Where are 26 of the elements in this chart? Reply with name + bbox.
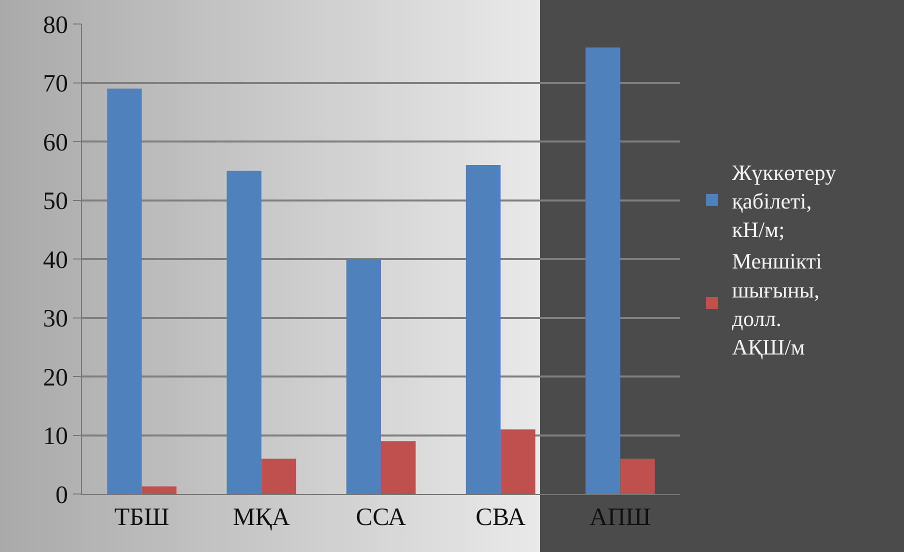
- bar: [346, 259, 381, 494]
- x-tick-label: ССА: [356, 504, 406, 531]
- bar: [261, 458, 296, 494]
- bar: [142, 486, 176, 494]
- y-tick-label: 40: [43, 246, 68, 274]
- x-tick-label: АПШ: [590, 504, 651, 531]
- y-tick-label: 60: [43, 129, 68, 156]
- bar: [586, 48, 620, 494]
- bar: [500, 429, 536, 494]
- y-tick-label: 50: [43, 188, 68, 215]
- y-tick-label: 10: [43, 423, 68, 450]
- bar: [107, 88, 142, 494]
- x-tick-label: СВА: [476, 504, 526, 531]
- legend-label: Жүккөтеру қабілеті, кН/м;: [732, 160, 836, 242]
- bar: [620, 458, 655, 494]
- legend-label: Меншікті шығыны, долл. АҚШ/м: [732, 248, 822, 360]
- y-tick-label: 30: [43, 306, 68, 332]
- bar: [381, 441, 416, 494]
- x-tick-label: МҚА: [232, 504, 290, 531]
- bar: [226, 170, 262, 494]
- y-tick-label: 70: [43, 70, 68, 98]
- bar: [466, 165, 501, 494]
- y-tick-label: 20: [43, 364, 68, 392]
- y-tick-label: 0: [56, 482, 68, 509]
- x-tick-label: ТБШ: [114, 504, 170, 531]
- y-tick-label: 80: [43, 12, 68, 39]
